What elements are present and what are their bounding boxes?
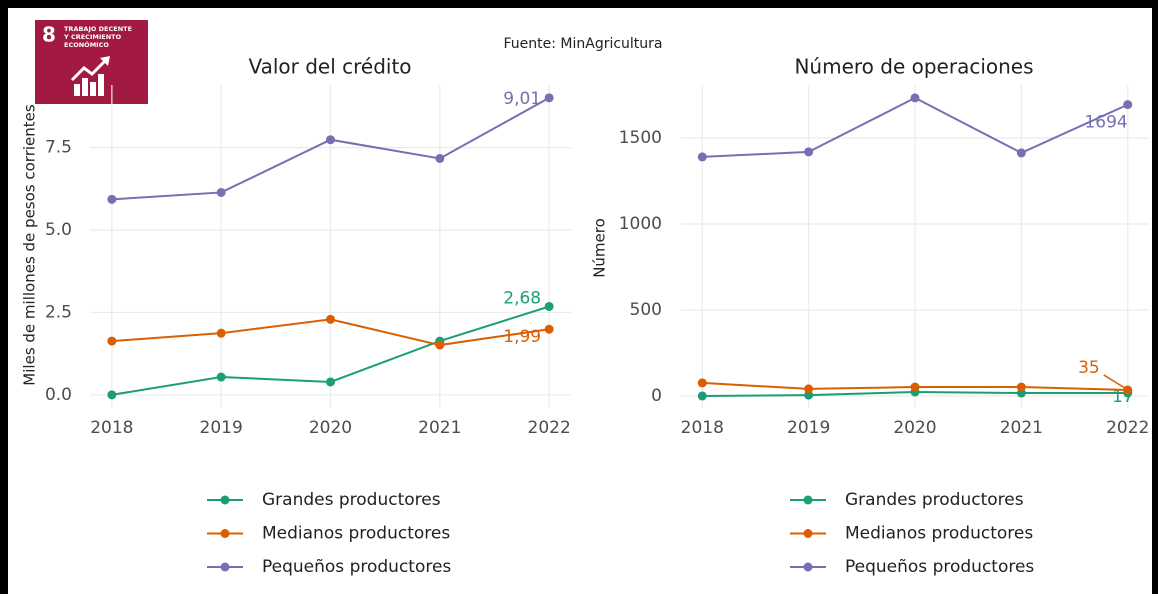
- point: [544, 324, 554, 334]
- point: [1016, 382, 1026, 392]
- x-tick-label: 2021: [418, 418, 461, 438]
- y-tick-label: 1500: [619, 128, 662, 148]
- point: [326, 135, 335, 145]
- point: [435, 153, 445, 163]
- point: [1123, 385, 1133, 395]
- x-tick-label: 2018: [681, 418, 724, 438]
- logo-icon: [70, 56, 110, 96]
- value-label: 1,99: [503, 327, 541, 347]
- logo-text: TRABAJO DECENTE: [64, 25, 132, 33]
- border-right: [1152, 0, 1158, 594]
- y-tick-label: 2.5: [45, 302, 72, 322]
- value-label: 9,01: [503, 89, 541, 109]
- value-label: 2,68: [503, 288, 541, 308]
- legend-label: Grandes productores: [845, 490, 1024, 510]
- point: [107, 336, 117, 346]
- point: [107, 390, 117, 400]
- x-tick-label: 2019: [787, 418, 830, 438]
- x-tick-label: 2020: [309, 418, 352, 438]
- y-axis-label: Número: [591, 218, 609, 278]
- point: [1123, 100, 1133, 110]
- border-left: [0, 0, 8, 594]
- chart-title: Valor del crédito: [248, 55, 411, 79]
- x-tick-label: 2019: [200, 418, 243, 438]
- y-tick-label: 5.0: [45, 220, 72, 240]
- label-leader: [1103, 374, 1126, 389]
- point: [326, 377, 335, 387]
- point: [910, 382, 920, 392]
- x-tick-label: 2021: [1000, 418, 1043, 438]
- point: [544, 301, 554, 311]
- point: [544, 93, 554, 103]
- legend-label: Grandes productores: [262, 490, 441, 510]
- value-label: 1694: [1084, 113, 1127, 133]
- point: [804, 384, 814, 394]
- chart-title: Número de operaciones: [794, 55, 1033, 79]
- point: [697, 391, 707, 401]
- point: [326, 314, 335, 324]
- point: [216, 372, 226, 382]
- point: [697, 378, 707, 388]
- logo-number: 8: [42, 23, 56, 47]
- point: [910, 93, 920, 103]
- legend-swatch: [803, 562, 813, 572]
- y-tick-label: 0.0: [45, 385, 72, 405]
- border-top: [0, 0, 1158, 8]
- legend-swatch: [220, 529, 230, 538]
- point: [1016, 148, 1026, 158]
- point: [697, 152, 707, 162]
- legend-label: Pequeños productores: [262, 557, 451, 577]
- x-tick-label: 2022: [528, 418, 571, 438]
- y-tick-label: 500: [630, 300, 662, 320]
- legend-swatch: [803, 529, 813, 538]
- legend-swatch: [803, 495, 813, 505]
- legend-swatch: [220, 562, 230, 572]
- legend-swatch: [220, 495, 230, 505]
- x-tick-label: 2022: [1106, 418, 1149, 438]
- value-label: 35: [1078, 358, 1100, 378]
- point: [435, 340, 445, 350]
- logo-text: ECONÓMICO: [64, 40, 109, 49]
- legend-label: Pequeños productores: [845, 557, 1034, 577]
- y-axis-label: Miles de millones de pesos corrientes: [21, 104, 39, 386]
- x-tick-label: 2020: [893, 418, 936, 438]
- point: [107, 194, 117, 204]
- y-tick-label: 7.5: [45, 138, 72, 158]
- legend-label: Medianos productores: [262, 524, 450, 544]
- point: [804, 390, 814, 400]
- point: [216, 187, 226, 197]
- source: Fuente: MinAgricultura: [503, 36, 662, 52]
- y-tick-label: 0: [651, 386, 662, 406]
- y-tick-label: 1000: [619, 214, 662, 234]
- point: [216, 328, 226, 338]
- logo-text: Y CRECIMIENTO: [63, 33, 122, 41]
- x-tick-label: 2018: [90, 418, 133, 438]
- logo: 8 TRABAJO DECENTE Y CRECIMIENTO ECONÓMIC…: [35, 20, 148, 104]
- point: [804, 147, 814, 157]
- legend-label: Medianos productores: [845, 524, 1033, 544]
